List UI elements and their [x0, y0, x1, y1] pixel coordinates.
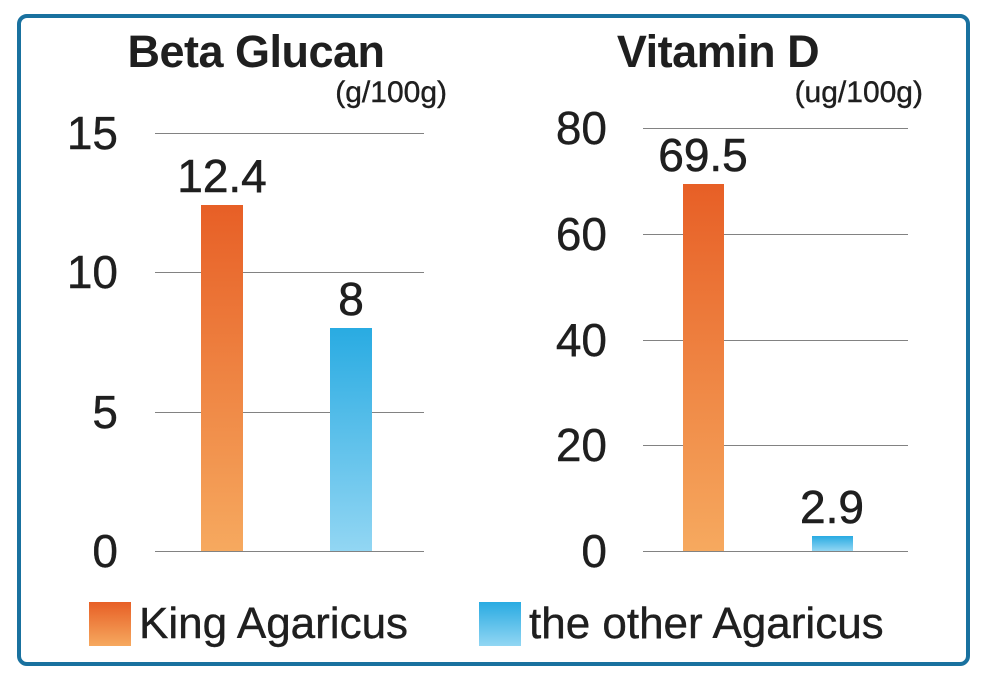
gridline: [155, 551, 424, 552]
legend-label-other-agaricus: the other Agaricus: [529, 599, 884, 648]
legend-swatch-king-agaricus: [89, 602, 131, 646]
value-label-the-other-agaricus: 8: [338, 273, 364, 326]
legend-item-other-agaricus: the other Agaricus: [479, 601, 884, 647]
y-tick-label: 60: [555, 208, 608, 260]
legend-label-king-agaricus: King Agaricus: [139, 599, 409, 648]
unit-label-beta-glucan: (g/100g): [335, 76, 447, 109]
y-tick-label: 40: [555, 314, 608, 366]
gridline: [643, 128, 908, 129]
value-label-king-agaricus: 12.4: [177, 150, 267, 203]
card-border: [17, 14, 970, 666]
y-tick-label: 15: [66, 107, 119, 159]
bar-the-other-agaricus: [811, 535, 853, 551]
value-label-the-other-agaricus: 2.9: [800, 480, 865, 533]
gridline: [155, 272, 424, 273]
chart-title-beta-glucan: Beta Glucan: [127, 26, 385, 77]
y-tick-label: 0: [92, 525, 118, 577]
legend-item-king-agaricus: King Agaricus: [89, 601, 408, 647]
chart-title-vitamin-d: Vitamin D: [616, 26, 820, 77]
gridline: [643, 445, 908, 446]
y-tick-label: 20: [555, 419, 608, 471]
unit-label-vitamin-d: (ug/100g): [794, 76, 923, 109]
y-tick-label: 10: [66, 246, 119, 298]
gridline: [155, 412, 424, 413]
gridline: [155, 133, 424, 134]
gridline: [643, 551, 908, 552]
y-tick-label: 5: [92, 386, 118, 438]
gridline: [643, 340, 908, 341]
value-label-king-agaricus: 69.5: [658, 128, 748, 181]
bar-king-agaricus: [682, 183, 724, 551]
y-tick-label: 0: [581, 525, 607, 577]
y-tick-label: 80: [555, 102, 608, 154]
legend-swatch-other-agaricus: [479, 602, 521, 646]
bar-the-other-agaricus: [330, 328, 372, 551]
gridline: [643, 234, 908, 235]
bar-king-agaricus: [201, 205, 243, 551]
